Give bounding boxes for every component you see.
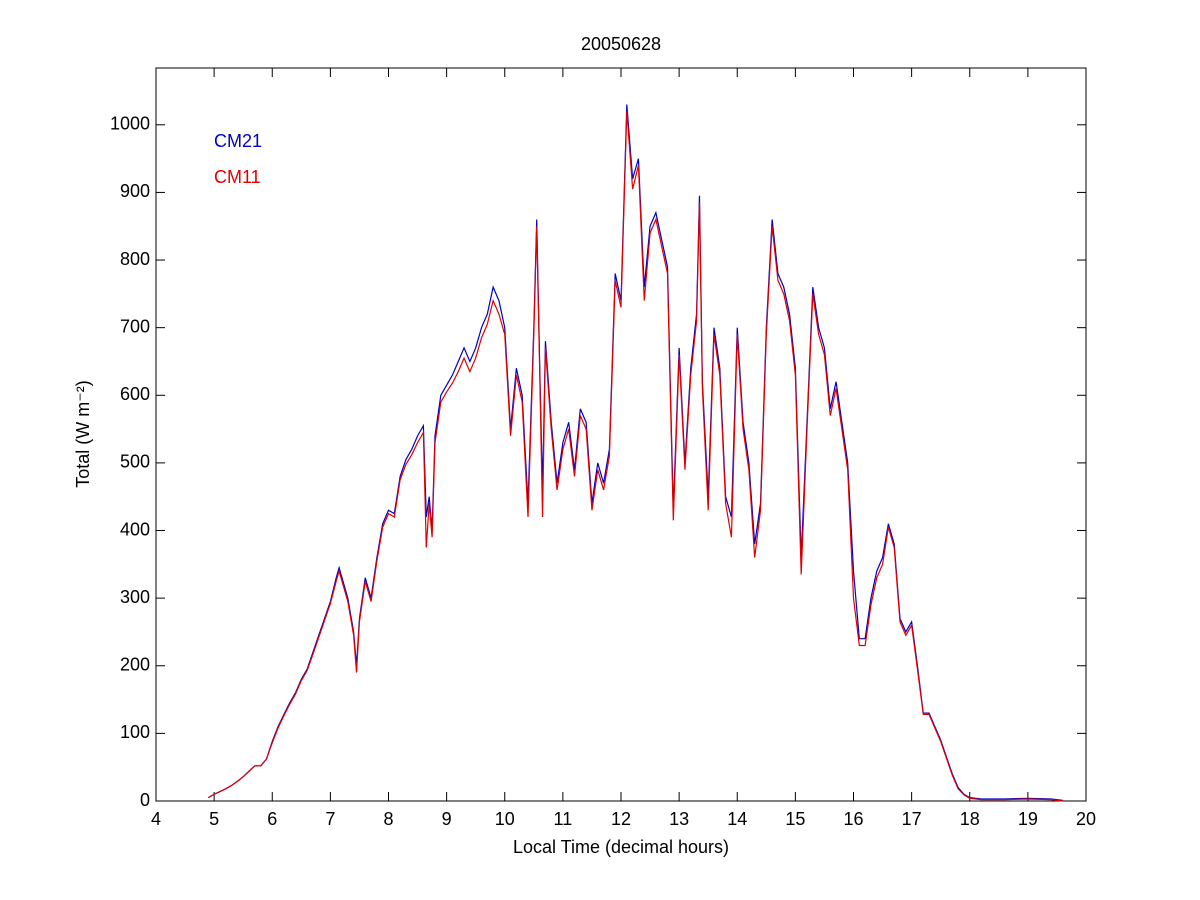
x-tick-label: 7 (325, 809, 335, 829)
x-tick-label: 13 (669, 809, 689, 829)
x-tick-label: 4 (151, 809, 161, 829)
x-axis-label: Local Time (decimal hours) (513, 837, 729, 857)
y-tick-label: 800 (120, 249, 150, 269)
plot-frame (155, 67, 1087, 802)
series-line (208, 111, 1063, 802)
y-tick-label: 500 (120, 452, 150, 472)
x-tick-label: 6 (267, 809, 277, 829)
x-tick-label: 12 (611, 809, 631, 829)
y-tick-label: 900 (120, 181, 150, 201)
x-tick-label: 16 (843, 809, 863, 829)
y-tick-label: 200 (120, 655, 150, 675)
y-tick-label: 1000 (110, 114, 150, 134)
x-tick-label: 18 (960, 809, 980, 829)
x-tick-label: 8 (383, 809, 393, 829)
x-tick-label: 9 (442, 809, 452, 829)
y-tick-label: 700 (120, 316, 150, 336)
x-tick-label: 10 (495, 809, 515, 829)
x-tick-label: 20 (1076, 809, 1096, 829)
legend-label: CM11 (214, 167, 261, 187)
y-tick-label: 100 (120, 722, 150, 742)
x-tick-label: 5 (209, 809, 219, 829)
chart-title: 20050628 (581, 34, 661, 54)
y-axis-label: Total (W m⁻²) (73, 380, 93, 488)
x-tick-label: 19 (1018, 809, 1038, 829)
x-tick-label: 15 (785, 809, 805, 829)
x-tick-label: 11 (554, 809, 573, 829)
legend-label: CM21 (214, 131, 262, 151)
x-tick-label: 17 (902, 809, 922, 829)
y-tick-label: 0 (140, 790, 150, 810)
y-tick-label: 600 (120, 384, 150, 404)
y-tick-label: 300 (120, 587, 150, 607)
x-tick-label: 14 (727, 809, 747, 829)
y-tick-label: 400 (120, 519, 150, 539)
